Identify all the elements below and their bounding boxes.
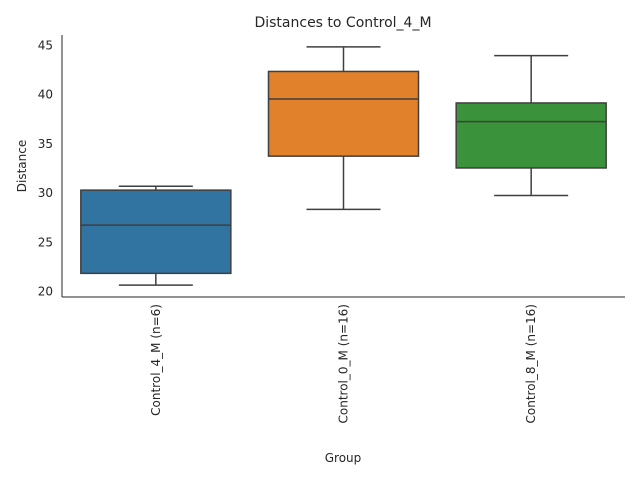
y-tick-label: 20 bbox=[38, 285, 53, 299]
box-iqr bbox=[80, 189, 232, 275]
box-1 bbox=[267, 46, 420, 211]
box-2 bbox=[455, 54, 607, 197]
y-tick-label: 25 bbox=[38, 235, 53, 249]
box-iqr bbox=[267, 70, 420, 157]
y-axis-label: Distance bbox=[15, 140, 29, 192]
x-axis-label: Group bbox=[325, 451, 362, 465]
box-iqr bbox=[455, 102, 607, 169]
y-tick-label: 30 bbox=[38, 186, 53, 200]
x-tick-label: Control_4_M (n=6) bbox=[149, 304, 163, 416]
box-0 bbox=[80, 185, 232, 286]
y-tick-label: 40 bbox=[38, 88, 53, 102]
y-tick-label: 35 bbox=[38, 137, 53, 151]
x-tick-label: Control_0_M (n=16) bbox=[337, 304, 351, 423]
y-tick-label: 45 bbox=[38, 38, 53, 52]
chart-title: Distances to Control_4_M bbox=[254, 15, 431, 31]
x-tick-label: Control_8_M (n=16) bbox=[524, 304, 538, 423]
